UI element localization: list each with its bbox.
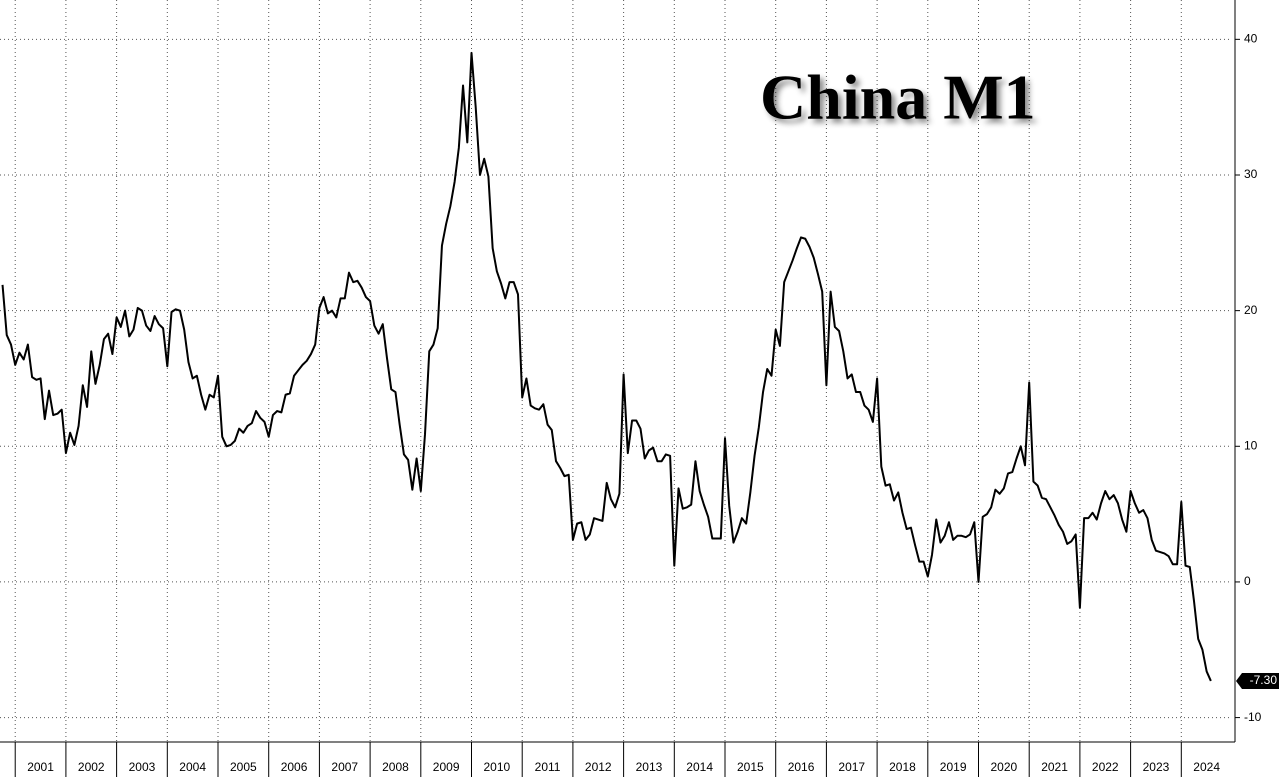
- x-tick-label: 2022: [1092, 760, 1119, 774]
- line-series: [1, 51, 1212, 682]
- x-tick-label: 2014: [686, 760, 713, 774]
- x-tick-label: 2018: [889, 760, 916, 774]
- x-tick-label: 2009: [433, 760, 460, 774]
- x-tick-label: 2013: [636, 760, 663, 774]
- x-tick-label: 2006: [281, 760, 308, 774]
- x-tick-label: 2023: [1143, 760, 1170, 774]
- x-tick-label: 2017: [838, 760, 865, 774]
- x-tick-label: 2012: [585, 760, 612, 774]
- last-value-box: [1236, 672, 1279, 689]
- x-tick-label: 2005: [230, 760, 257, 774]
- y-tick-label: 40: [1244, 32, 1258, 46]
- x-tick-label: 2007: [331, 760, 358, 774]
- x-tick-label: 2001: [27, 760, 54, 774]
- last-value-label: -7.30: [1250, 673, 1278, 687]
- x-tick-label: 2019: [940, 760, 967, 774]
- x-tick-label: 2015: [737, 760, 764, 774]
- y-tick-label: 10: [1244, 438, 1258, 452]
- x-tick-label: 2011: [535, 760, 561, 774]
- x-tick-label: 2010: [484, 760, 511, 774]
- x-tick-label: 2003: [129, 760, 156, 774]
- x-tick-label: 2020: [991, 760, 1018, 774]
- x-tick-label: 2004: [179, 760, 206, 774]
- x-tick-label: 2024: [1193, 760, 1220, 774]
- x-tick-label: 2016: [788, 760, 815, 774]
- x-tick-label: 2021: [1041, 760, 1068, 774]
- chart-title: China M1: [760, 62, 1036, 133]
- y-tick-label: 30: [1244, 167, 1258, 181]
- y-tick-label: -10: [1244, 710, 1262, 724]
- y-tick-label: 20: [1244, 303, 1258, 317]
- x-tick-label: 2008: [382, 760, 409, 774]
- y-tick-label: 0: [1244, 574, 1251, 588]
- x-tick-label: 2002: [78, 760, 105, 774]
